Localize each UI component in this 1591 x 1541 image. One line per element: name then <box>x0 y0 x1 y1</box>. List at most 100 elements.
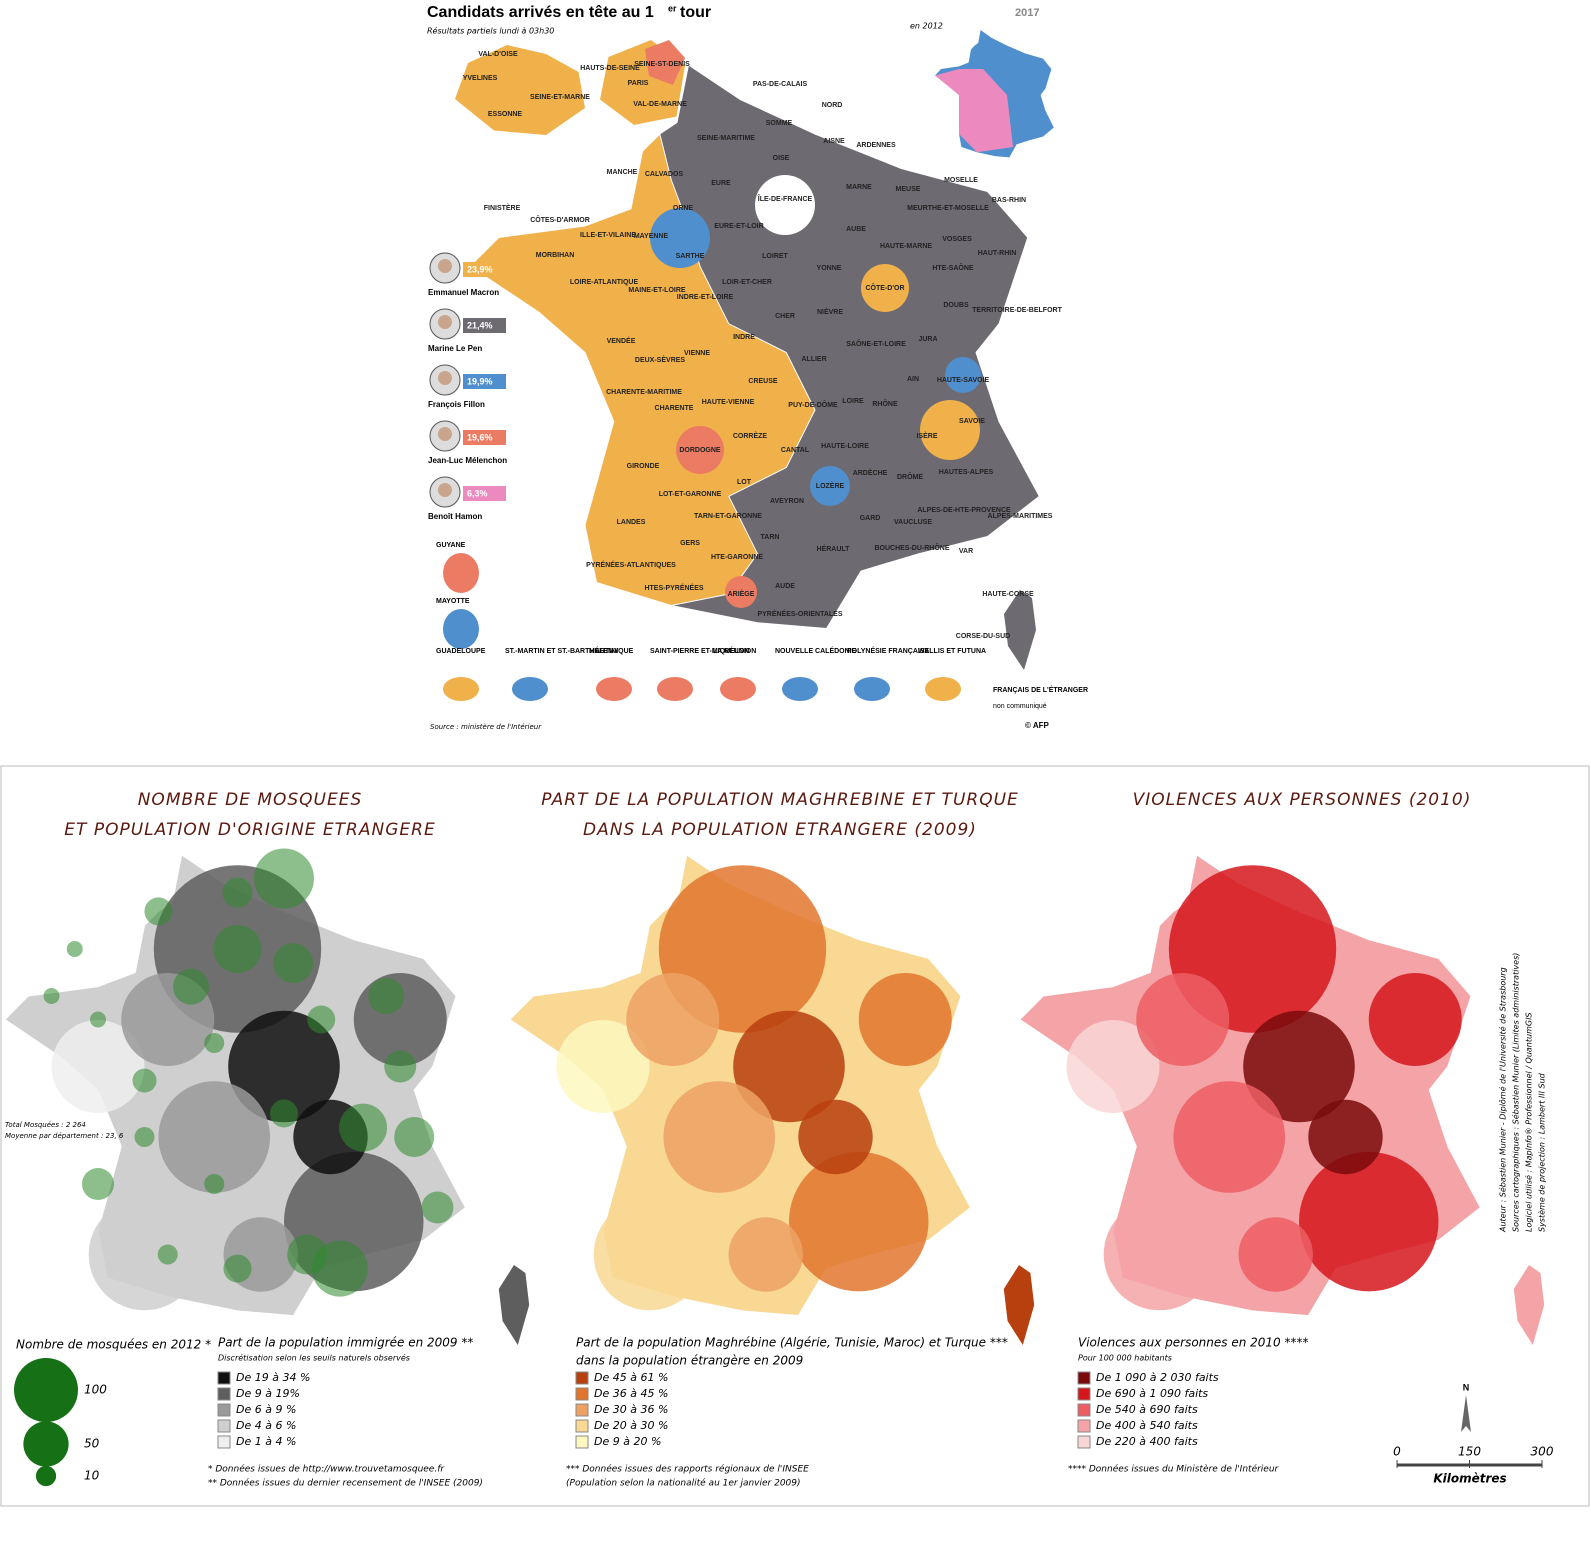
overseas-shape <box>657 677 693 701</box>
overseas-label: ST.-MARTIN ET ST.-BARTHÉLEMY <box>505 646 619 655</box>
legend-label: De 9 à 19% <box>236 1387 300 1400</box>
department-label: VAL-DE-MARNE <box>633 101 687 108</box>
corse <box>498 1265 530 1345</box>
legend-label: De 30 à 36 % <box>594 1403 668 1416</box>
department-label: MAINE-ET-LOIRE <box>628 287 685 294</box>
department-label: ESSONNE <box>488 111 523 118</box>
overseas-label: POLYNÉSIE FRANÇAISE <box>847 646 930 655</box>
circle-legend-label: 100 <box>84 1383 107 1397</box>
overseas-shape <box>443 609 479 649</box>
department-label: YONNE <box>817 265 842 272</box>
overseas-label: GUYANE <box>436 542 466 549</box>
department-label: AUBE <box>846 226 866 233</box>
macron-dept <box>920 400 980 460</box>
department-label: LOT-ET-GARONNE <box>659 491 722 498</box>
overseas-label: NOUVELLE CALÉDONIE <box>775 646 857 655</box>
legend-label: De 690 à 1 090 faits <box>1096 1387 1208 1400</box>
map-region <box>1308 1099 1383 1175</box>
mosque-circle <box>273 943 314 984</box>
map-region <box>1173 1081 1286 1193</box>
department-label: MEUSE <box>896 186 921 193</box>
map-region <box>1066 1020 1160 1113</box>
stat: Moyenne par département : 23, 6 <box>5 1132 124 1140</box>
mosque-circle <box>213 925 262 973</box>
mosque-circle <box>43 988 60 1004</box>
department-label: ILLE-ET-VILAINE <box>580 232 636 239</box>
department-label: ARIÈGE <box>728 589 755 598</box>
department-label: RHÔNE <box>872 399 898 408</box>
candidate-name: Jean-Luc Mélenchon <box>428 456 507 465</box>
score-box <box>463 430 506 445</box>
candidate-face <box>438 483 452 497</box>
credit-line: Logiciel utilisé : MapInfo® Professionne… <box>1524 1012 1534 1232</box>
idf-ssd <box>645 40 685 85</box>
department-label: MANCHE <box>607 169 638 176</box>
department-label: ARDENNES <box>856 142 896 149</box>
note: ** Données issues du dernier recensement… <box>208 1478 483 1489</box>
department-label: HAUTE-VIENNE <box>702 399 755 406</box>
department-label: HAUTE-MARNE <box>880 243 932 250</box>
overseas-shape <box>854 677 890 701</box>
scale-label: 300 <box>1531 1445 1554 1459</box>
subtitle: Résultats partiels lundi à 03h30 <box>427 26 554 36</box>
mosque-circle <box>132 1068 157 1093</box>
department-label: ALPES-MARITIMES <box>988 513 1053 520</box>
department-label: GARD <box>860 515 881 522</box>
candidate-score: 19,9% <box>467 376 493 386</box>
legend-label: De 20 à 30 % <box>594 1419 668 1432</box>
department-label: JURA <box>918 336 937 343</box>
department-label: DEUX-SÈVRES <box>635 355 686 364</box>
score-box <box>463 486 506 501</box>
corse <box>1513 1265 1545 1345</box>
department-label: OISE <box>773 155 790 162</box>
department-label: HAUTE-SAVOIE <box>937 377 990 384</box>
scale-label: 150 <box>1458 1445 1481 1459</box>
candidate-name: Marine Le Pen <box>428 344 482 353</box>
candidate-score: 23,9% <box>467 264 493 274</box>
legend-swatch <box>1077 1403 1091 1417</box>
department-label: AVEYRON <box>770 498 804 505</box>
department-label: SEINE-ET-MARNE <box>530 94 590 101</box>
note: *** Données issues des rapports régionau… <box>566 1464 809 1475</box>
legend-title: Part de la population immigrée en 2009 *… <box>218 1336 473 1350</box>
mosque-circle <box>270 1099 298 1128</box>
department-label: TARN <box>761 534 780 541</box>
legend-swatch <box>575 1403 589 1417</box>
department-label: CALVADOS <box>645 171 684 178</box>
department-label: MEURTHE-ET-MOSELLE <box>907 205 989 212</box>
map-region <box>663 1081 776 1193</box>
map-region <box>228 1010 340 1123</box>
department-label: SAVOIE <box>959 418 985 425</box>
department-label: EURE <box>711 180 731 187</box>
department-label: SAÔNE-ET-LOIRE <box>846 339 906 348</box>
department-label: TARN-ET-GARONNE <box>694 513 762 520</box>
department-label: CANTAL <box>781 447 810 454</box>
map-region <box>51 1020 145 1113</box>
source: Source : ministère de l'Intérieur <box>430 723 542 731</box>
mosque-circle <box>254 848 314 909</box>
map-region <box>1368 973 1462 1066</box>
department-label: SOMME <box>766 120 793 127</box>
panel-title: VIOLENCES AUX PERSONNES (2010) <box>1133 790 1472 810</box>
department-label: CÔTES-D'ARMOR <box>530 215 590 224</box>
department-label: SEINE-ST-DENIS <box>634 61 690 68</box>
map-region <box>1299 1151 1439 1292</box>
overseas-shape <box>782 677 818 701</box>
department-label: AISNE <box>823 138 845 145</box>
department-label: INDRE <box>733 334 755 341</box>
department-label: HAUTE-LOIRE <box>821 443 869 450</box>
legend-title: Part de la population Maghrébine (Algéri… <box>576 1336 1008 1350</box>
legend-title: dans la population étrangère en 2009 <box>576 1354 803 1368</box>
note: **** Données issues du Ministère de l'In… <box>1068 1464 1280 1475</box>
legend-swatch <box>217 1403 231 1417</box>
map-region <box>858 973 952 1066</box>
overseas-shape <box>443 677 479 701</box>
department-label: HTE-GARONNE <box>711 554 763 561</box>
department-label: CÔTE-D'OR <box>866 283 905 292</box>
north: N <box>1463 1382 1470 1392</box>
department-label: HAUTES-ALPES <box>939 469 994 476</box>
department-label: CHER <box>775 313 795 320</box>
department-label: CORRÈZE <box>733 431 768 440</box>
legend-circle <box>35 1465 57 1487</box>
panel-title: ET POPULATION D'ORIGINE ETRANGERE <box>64 820 435 840</box>
